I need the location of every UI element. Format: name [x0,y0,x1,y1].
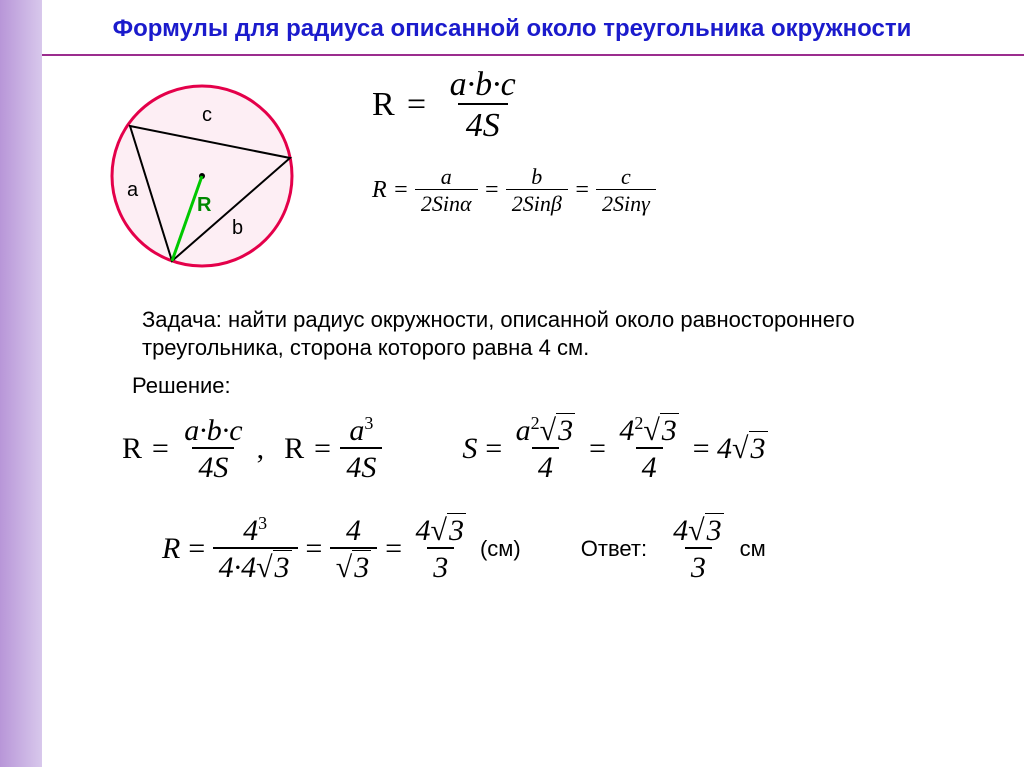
page-title: Формулы для радиуса описанной около треу… [0,0,1024,49]
diagram-and-formula-row: a b c R R = a·b·c 4S R = a 2Sinα [42,56,1024,286]
formula-eq: = [405,86,428,124]
law-of-sines-formula: R = a 2Sinα = b 2Sinβ = c 2Sinγ [372,165,656,216]
label-c: c [202,104,212,126]
label-a: a [127,179,139,201]
solution-area-formula: S = a2√3 4 = 42√3 4 = 4√3 [462,414,767,484]
main-formula: R = a·b·c 4S [372,66,656,145]
solution-label: Решение: [42,373,1024,399]
formula-block: R = a·b·c 4S R = a 2Sinα = b 2Sinβ [312,66,656,216]
content-area: a b c R R = a·b·c 4S R = a 2Sinα [0,56,1024,584]
solution-row-2: R = 43 4·4√3 = 4 √3 = 4√3 3 (см) Ответ: … [42,514,1024,584]
circumscribed-triangle-diagram: a b c R [72,66,312,286]
solution-formula-1: R = a·b·c 4S , [122,414,264,484]
label-b: b [232,217,243,239]
answer-block: Ответ: 4√3 3 см [581,514,766,584]
solution-row-1: R = a·b·c 4S , R = a3 4S S = a2√3 4 = [42,414,1024,484]
solution-final-R: R = 43 4·4√3 = 4 √3 = 4√3 3 (см) [162,514,521,584]
problem-text: Задача: найти радиус окружности, описанн… [42,286,1024,373]
label-R: R [197,194,212,216]
formula-R: R [372,86,395,124]
solution-formula-2: R = a3 4S [284,414,382,484]
formula-fraction: a·b·c 4S [442,66,524,145]
